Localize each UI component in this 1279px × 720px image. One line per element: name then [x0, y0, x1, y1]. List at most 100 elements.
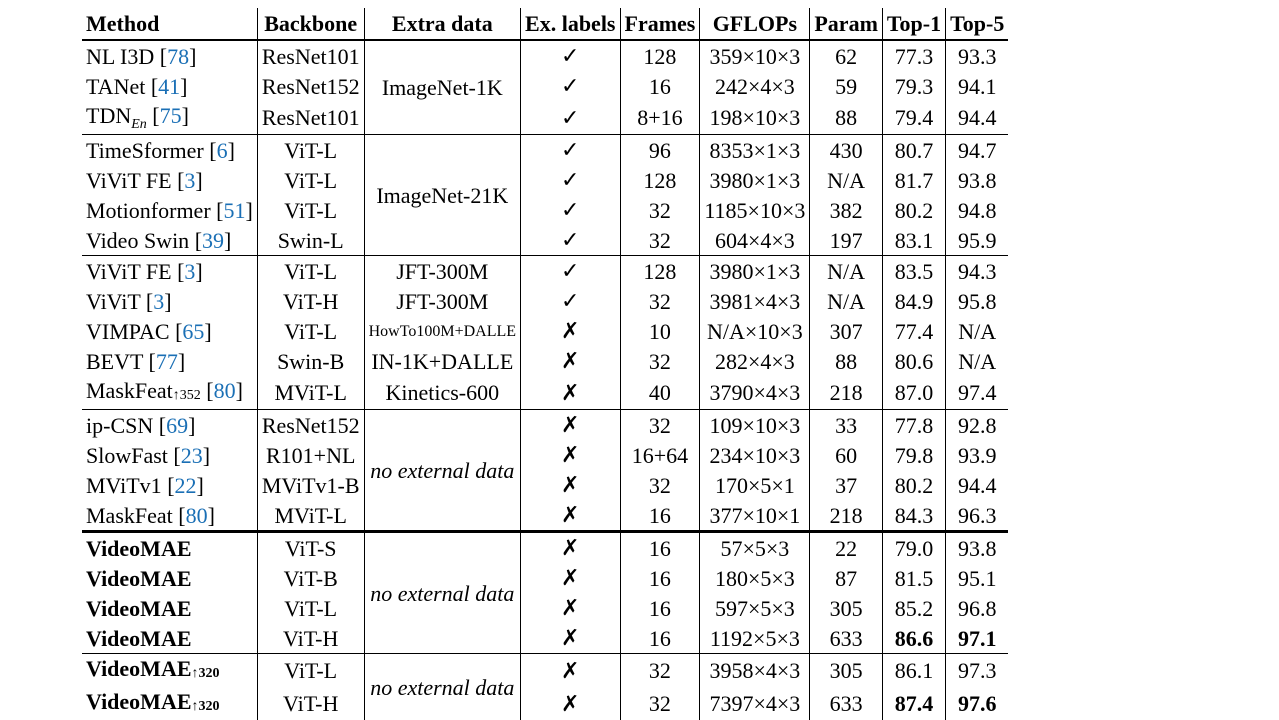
method-name: VideoMAE: [86, 596, 192, 621]
check-icon: ✓: [561, 106, 579, 131]
header-top1: Top-1: [882, 8, 945, 40]
frames-cell: 40: [620, 376, 700, 410]
ex-labels-cell: ✗: [521, 563, 620, 593]
frames-cell: 16+64: [620, 440, 700, 470]
method-name: VIMPAC: [86, 319, 170, 344]
top5-cell: 93.9: [946, 440, 1009, 470]
ex-labels-cell: ✓: [521, 40, 620, 71]
ex-labels-cell: ✓: [521, 135, 620, 166]
frames-cell: 8+16: [620, 101, 700, 135]
top5-cell: 97.1: [946, 623, 1009, 654]
param-cell: 87: [810, 563, 883, 593]
gflops-cell: 8353×1×3: [700, 135, 810, 166]
citation-link: 69: [166, 413, 188, 438]
extra-data-cell: Kinetics-600: [364, 376, 520, 410]
backbone-cell: ResNet152: [257, 410, 364, 441]
backbone-cell: MViT-L: [257, 500, 364, 532]
top5-cell: 97.6: [946, 687, 1009, 720]
backbone-cell: ResNet101: [257, 40, 364, 71]
backbone-cell: ViT-L: [257, 654, 364, 688]
check-icon: ✓: [561, 168, 579, 193]
method-cell: ViViT FE [3]: [82, 165, 257, 195]
cross-icon: ✗: [561, 659, 579, 684]
frames-cell: 32: [620, 195, 700, 225]
cross-icon: ✗: [561, 626, 579, 651]
extra-data-cell: no external data: [364, 654, 520, 720]
backbone-cell: MViTv1-B: [257, 470, 364, 500]
gflops-cell: 170×5×1: [700, 470, 810, 500]
method-cell: Motionformer [51]: [82, 195, 257, 225]
method-superscript: ↑352: [173, 388, 201, 403]
param-cell: 62: [810, 40, 883, 71]
param-cell: 307: [810, 316, 883, 346]
method-cell: VideoMAE: [82, 593, 257, 623]
top5-cell: N/A: [946, 346, 1009, 376]
top1-cell: 80.6: [882, 346, 945, 376]
frames-cell: 128: [620, 256, 700, 287]
ex-labels-cell: ✗: [521, 500, 620, 532]
citation-link: 80: [214, 378, 236, 403]
backbone-cell: ViT-L: [257, 256, 364, 287]
method-cell: ip-CSN [69]: [82, 410, 257, 441]
top1-cell: 79.8: [882, 440, 945, 470]
top1-cell: 77.3: [882, 40, 945, 71]
header-top5: Top-5: [946, 8, 1009, 40]
method-cell: VideoMAE: [82, 532, 257, 564]
citation-link: 39: [202, 228, 224, 253]
cross-icon: ✗: [561, 596, 579, 621]
method-superscript: ↑320: [192, 666, 220, 681]
results-table: Method Backbone Extra data Ex. labels Fr…: [82, 8, 1008, 720]
check-icon: ✓: [561, 138, 579, 163]
ex-labels-cell: ✗: [521, 410, 620, 441]
top1-cell: 81.7: [882, 165, 945, 195]
top5-cell: 95.1: [946, 563, 1009, 593]
ex-labels-cell: ✓: [521, 101, 620, 135]
param-cell: 382: [810, 195, 883, 225]
backbone-cell: ViT-H: [257, 687, 364, 720]
method-name: MaskFeat: [86, 378, 173, 403]
method-cell: VIMPAC [65]: [82, 316, 257, 346]
frames-cell: 32: [620, 410, 700, 441]
top1-cell: 80.2: [882, 195, 945, 225]
top1-cell: 79.3: [882, 71, 945, 101]
method-cell: VideoMAE: [82, 623, 257, 654]
param-cell: 88: [810, 346, 883, 376]
citation-link: 3: [184, 259, 195, 284]
cross-icon: ✗: [561, 413, 579, 438]
top1-cell: 85.2: [882, 593, 945, 623]
method-name: BEVT: [86, 349, 143, 374]
cross-icon: ✗: [561, 381, 579, 406]
method-cell: BEVT [77]: [82, 346, 257, 376]
ex-labels-cell: ✗: [521, 440, 620, 470]
extra-data-cell: no external data: [364, 532, 520, 654]
top1-cell: 83.5: [882, 256, 945, 287]
method-cell: VideoMAE↑320: [82, 687, 257, 720]
method-name: MaskFeat: [86, 503, 173, 528]
method-cell: TANet [41]: [82, 71, 257, 101]
method-name: Motionformer: [86, 198, 211, 223]
top1-cell: 79.0: [882, 532, 945, 564]
top5-cell: 94.7: [946, 135, 1009, 166]
gflops-cell: 3790×4×3: [700, 376, 810, 410]
ex-labels-cell: ✓: [521, 195, 620, 225]
frames-cell: 128: [620, 165, 700, 195]
ex-labels-cell: ✗: [521, 470, 620, 500]
backbone-cell: ResNet101: [257, 101, 364, 135]
gflops-cell: 180×5×3: [700, 563, 810, 593]
backbone-cell: ViT-B: [257, 563, 364, 593]
frames-cell: 32: [620, 225, 700, 256]
method-cell: TimeSformer [6]: [82, 135, 257, 166]
method-cell: VideoMAE↑320: [82, 654, 257, 688]
backbone-cell: R101+NL: [257, 440, 364, 470]
param-cell: 218: [810, 376, 883, 410]
gflops-cell: 3958×4×3: [700, 654, 810, 688]
